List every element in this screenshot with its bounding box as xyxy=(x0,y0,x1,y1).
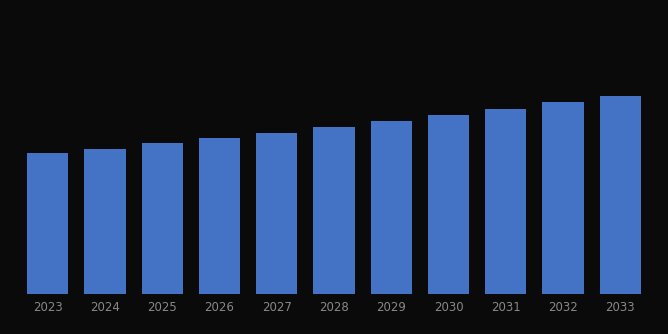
Bar xyxy=(84,149,126,294)
Bar xyxy=(371,121,412,294)
Bar xyxy=(313,127,355,294)
Bar xyxy=(542,103,584,294)
Bar xyxy=(199,138,240,294)
Bar xyxy=(27,153,68,294)
Bar xyxy=(485,109,526,294)
Bar xyxy=(142,143,183,294)
Bar xyxy=(256,133,297,294)
Bar xyxy=(428,115,469,294)
Bar xyxy=(600,96,641,294)
